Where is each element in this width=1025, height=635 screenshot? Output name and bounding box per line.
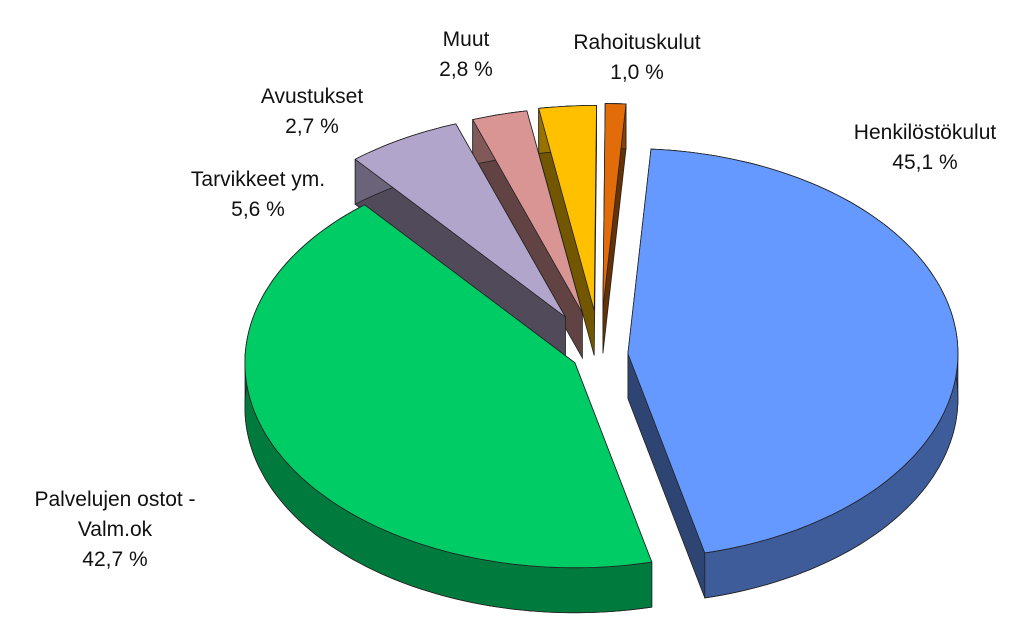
slice-top <box>602 103 627 309</box>
category-name: Rahoituskulut <box>573 31 701 54</box>
value-label: 42,7 % <box>82 548 148 571</box>
category-name: Tarvikkeet ym. <box>190 168 326 191</box>
slice-label: Palvelujen ostot - Valm.ok 42,7 % <box>15 485 215 575</box>
value-label: 45,1 % <box>892 151 958 174</box>
category-name: Palvelujen ostot - Valm.ok <box>34 488 196 541</box>
value-label: 2,8 % <box>439 58 493 81</box>
slice-label: Henkilöstökulut 45,1 % <box>854 118 996 178</box>
slice <box>627 148 959 599</box>
slice-top <box>538 105 597 311</box>
value-label: 5,6 % <box>231 198 285 221</box>
category-name: Avustukset <box>260 85 364 108</box>
slice-label: Tarvikkeet ym. 5,6 % <box>191 165 325 225</box>
slice-top <box>472 110 583 314</box>
category-name: Henkilöstökulut <box>853 121 997 144</box>
slice <box>602 103 627 354</box>
slice-label: Avustukset 2,7 % <box>261 82 363 142</box>
slice-top <box>354 123 566 318</box>
slice-top <box>627 148 959 554</box>
slice <box>244 204 653 614</box>
value-label: 1,0 % <box>610 61 664 84</box>
slice-label: Rahoituskulut 1,0 % <box>573 28 700 88</box>
slice <box>354 123 566 364</box>
value-label: 2,7 % <box>285 115 339 138</box>
slice-label: Muut 2,8 % <box>439 25 493 85</box>
slice-top <box>244 204 653 569</box>
category-name: Muut <box>442 28 490 51</box>
slice <box>538 105 597 356</box>
